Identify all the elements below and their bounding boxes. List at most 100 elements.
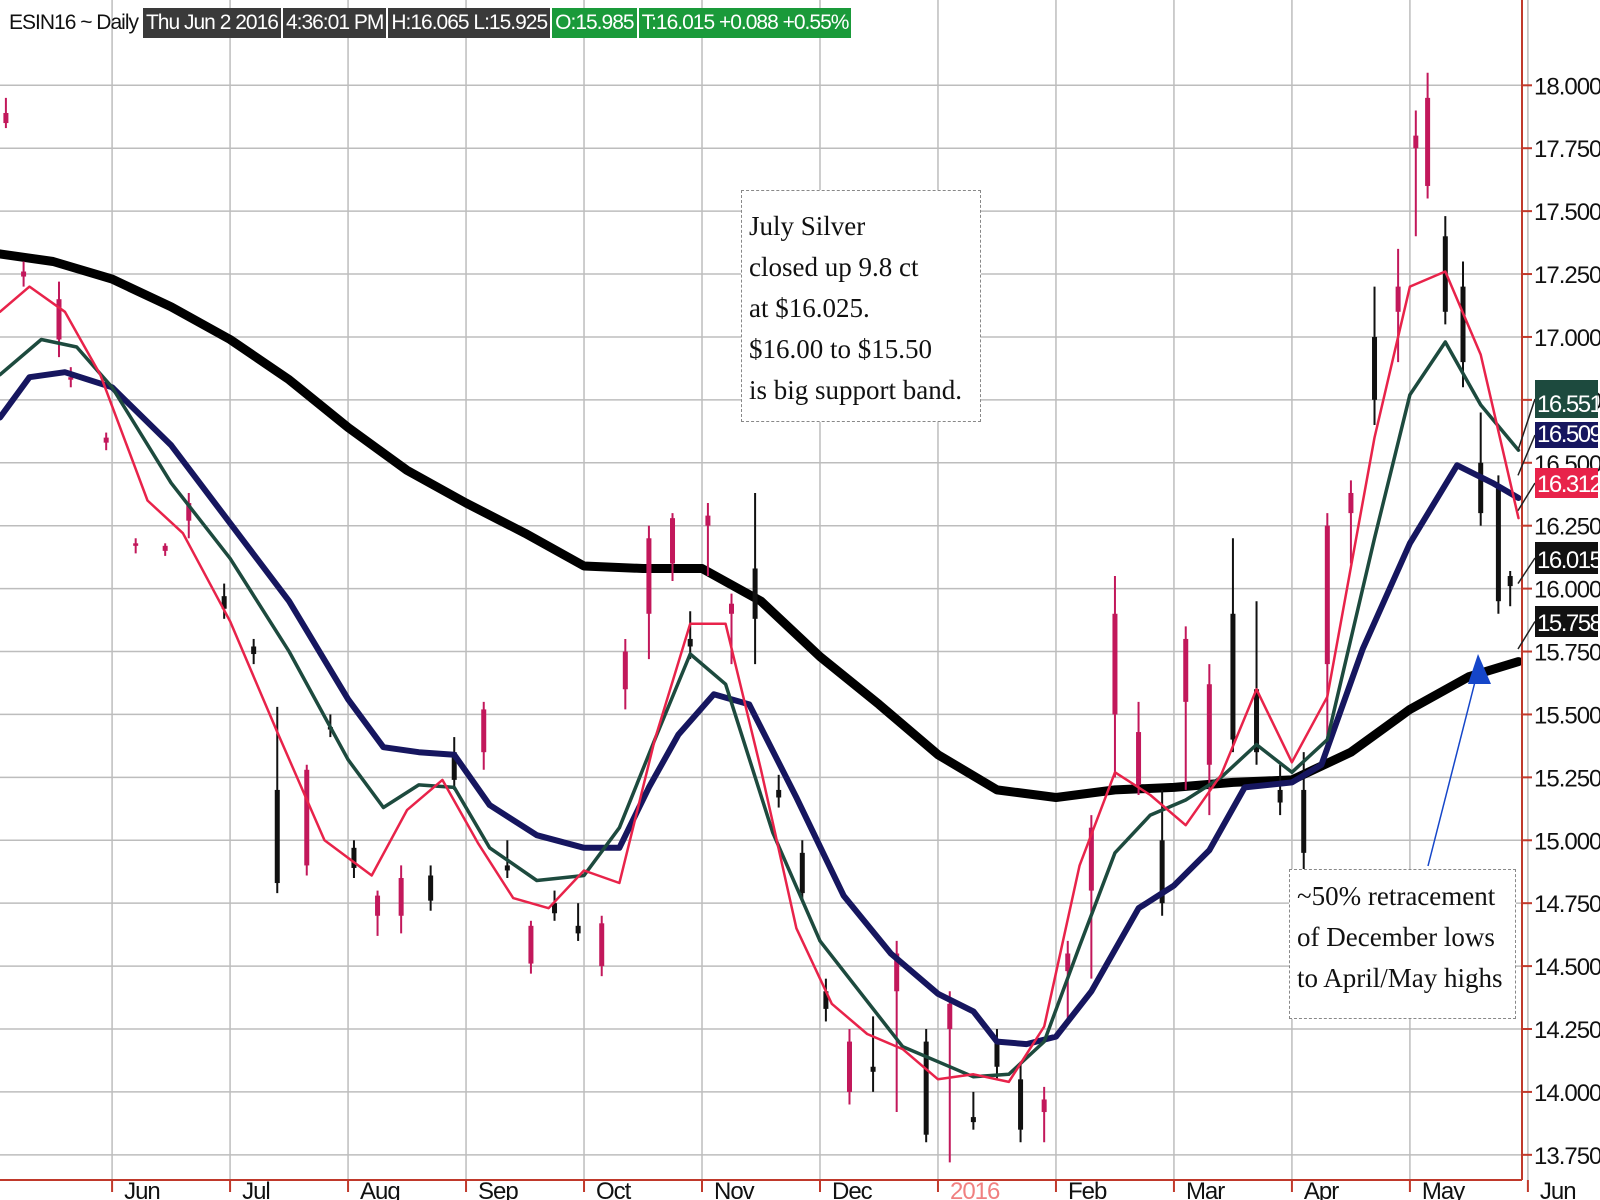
value-label-leader	[1517, 482, 1536, 511]
ma_slow-line	[0, 369, 1522, 1048]
y-tick-label: 16.250	[1534, 514, 1600, 541]
value-label-text: 16.509	[1537, 421, 1600, 448]
x-tick-label: Jun	[1540, 1178, 1576, 1200]
candle-body	[1254, 689, 1260, 753]
x-tick-label: Apr	[1304, 1178, 1339, 1200]
candle-body	[481, 709, 487, 753]
y-tick-label: 18.000	[1534, 73, 1600, 100]
candle-body	[947, 1003, 953, 1030]
candle-body	[398, 878, 404, 916]
y-tick-label: 14.500	[1534, 954, 1600, 981]
candle-body	[923, 1041, 929, 1135]
candle-body	[1277, 789, 1283, 803]
y-tick-label: 14.000	[1534, 1080, 1600, 1107]
candle-body	[1324, 525, 1330, 665]
candle-body	[994, 1041, 1000, 1067]
ma_long-line	[0, 249, 1523, 802]
candle-body	[133, 543, 139, 546]
candle-body	[894, 953, 900, 992]
value-label-leader	[1517, 398, 1536, 451]
value-label-text: 16.015	[1537, 547, 1600, 574]
x-tick-label: Oct	[596, 1178, 632, 1200]
value-label-leader	[1517, 621, 1536, 650]
candle-body	[1372, 336, 1378, 400]
y-tick-label: 15.750	[1534, 640, 1600, 667]
candle-body	[351, 847, 357, 868]
candle-body	[705, 515, 711, 526]
candle-body	[752, 568, 758, 619]
candle-body	[21, 271, 27, 277]
candle-body	[1478, 462, 1484, 514]
candle-body	[1183, 638, 1189, 702]
x-tick-label: Jun	[124, 1178, 160, 1200]
candle-body	[670, 518, 676, 564]
candle-body	[162, 545, 168, 551]
candle-body	[186, 503, 192, 521]
value-label-text: 15.758	[1537, 610, 1600, 637]
y-tick-label: 17.250	[1534, 262, 1600, 289]
candle-body	[504, 865, 510, 871]
annotation-arrow	[1427, 654, 1491, 867]
candle-body	[1395, 286, 1401, 312]
candle-body	[622, 651, 628, 690]
candle-body	[1088, 827, 1094, 891]
long-ma-layer	[0, 249, 1523, 802]
last-change-label: T:16.015 +0.088 +0.55%	[638, 8, 852, 38]
candle-body	[274, 789, 280, 884]
candle-body	[1301, 789, 1307, 853]
value-label-text: 16.551	[1537, 391, 1600, 418]
date-label: Thu Jun 2 2016	[142, 8, 281, 38]
candle-body	[251, 646, 257, 655]
ma_fast-line	[0, 270, 1520, 1084]
candle-body	[428, 875, 434, 901]
candle-body	[799, 852, 805, 894]
retracement-note: ~50% retracement of December lows to Apr…	[1289, 869, 1516, 1019]
x-tick-label: Jul	[242, 1178, 270, 1200]
arrow-head	[1468, 654, 1491, 684]
symbol-label: ESIN16 ~ Daily	[9, 11, 139, 34]
candle-body	[646, 538, 652, 614]
candle-body	[1413, 135, 1419, 149]
candle-body	[599, 923, 605, 967]
candle-body	[221, 596, 227, 609]
ma_mid-line	[0, 337, 1521, 1079]
y-tick-label: 16.000	[1534, 577, 1600, 604]
value-label-text: 16.312	[1537, 471, 1600, 498]
moving-average-layer	[0, 270, 1522, 1084]
candle-body	[68, 377, 74, 380]
candle-body	[1230, 613, 1236, 740]
y-tick-label: 15.500	[1534, 702, 1600, 729]
x-tick-label: May	[1422, 1178, 1465, 1200]
x-tick-label: Feb	[1068, 1178, 1107, 1200]
x-tick-label: 2016	[950, 1178, 1000, 1200]
candle-body	[1112, 613, 1118, 715]
candle-body	[56, 299, 62, 340]
candle-body	[1425, 97, 1431, 186]
support-band-note: July Silver closed up 9.8 ct at $16.025.…	[741, 190, 981, 422]
y-tick-label: 13.750	[1534, 1143, 1600, 1170]
candle-body	[1495, 487, 1501, 602]
candle-body	[375, 895, 381, 916]
candle-body	[451, 752, 457, 780]
y-tick-label: 15.000	[1534, 828, 1600, 855]
candle-body	[687, 638, 693, 647]
x-tick-label: Mar	[1186, 1178, 1225, 1200]
value-label-box	[1535, 380, 1598, 418]
last-value-labels: 16.551 16.509 16.312 16.015 15.758	[1517, 380, 1600, 650]
candle-body	[1041, 1099, 1047, 1113]
candle-body	[729, 603, 735, 614]
candle-body	[3, 112, 9, 124]
candle-body	[870, 1066, 876, 1072]
candle-body	[970, 1117, 976, 1123]
candle-body	[1206, 684, 1212, 765]
x-tick-label: Aug	[360, 1178, 400, 1200]
high-low-label: H:16.065 L:15.925	[388, 8, 551, 38]
y-tick-label: 17.500	[1534, 199, 1600, 226]
x-tick-label: Nov	[714, 1178, 755, 1200]
value-label-leader	[1517, 434, 1536, 476]
y-tick-label: 17.750	[1534, 136, 1600, 163]
value-label-box	[1535, 542, 1598, 574]
candle-body	[1348, 492, 1354, 514]
candle-body	[823, 991, 829, 1009]
